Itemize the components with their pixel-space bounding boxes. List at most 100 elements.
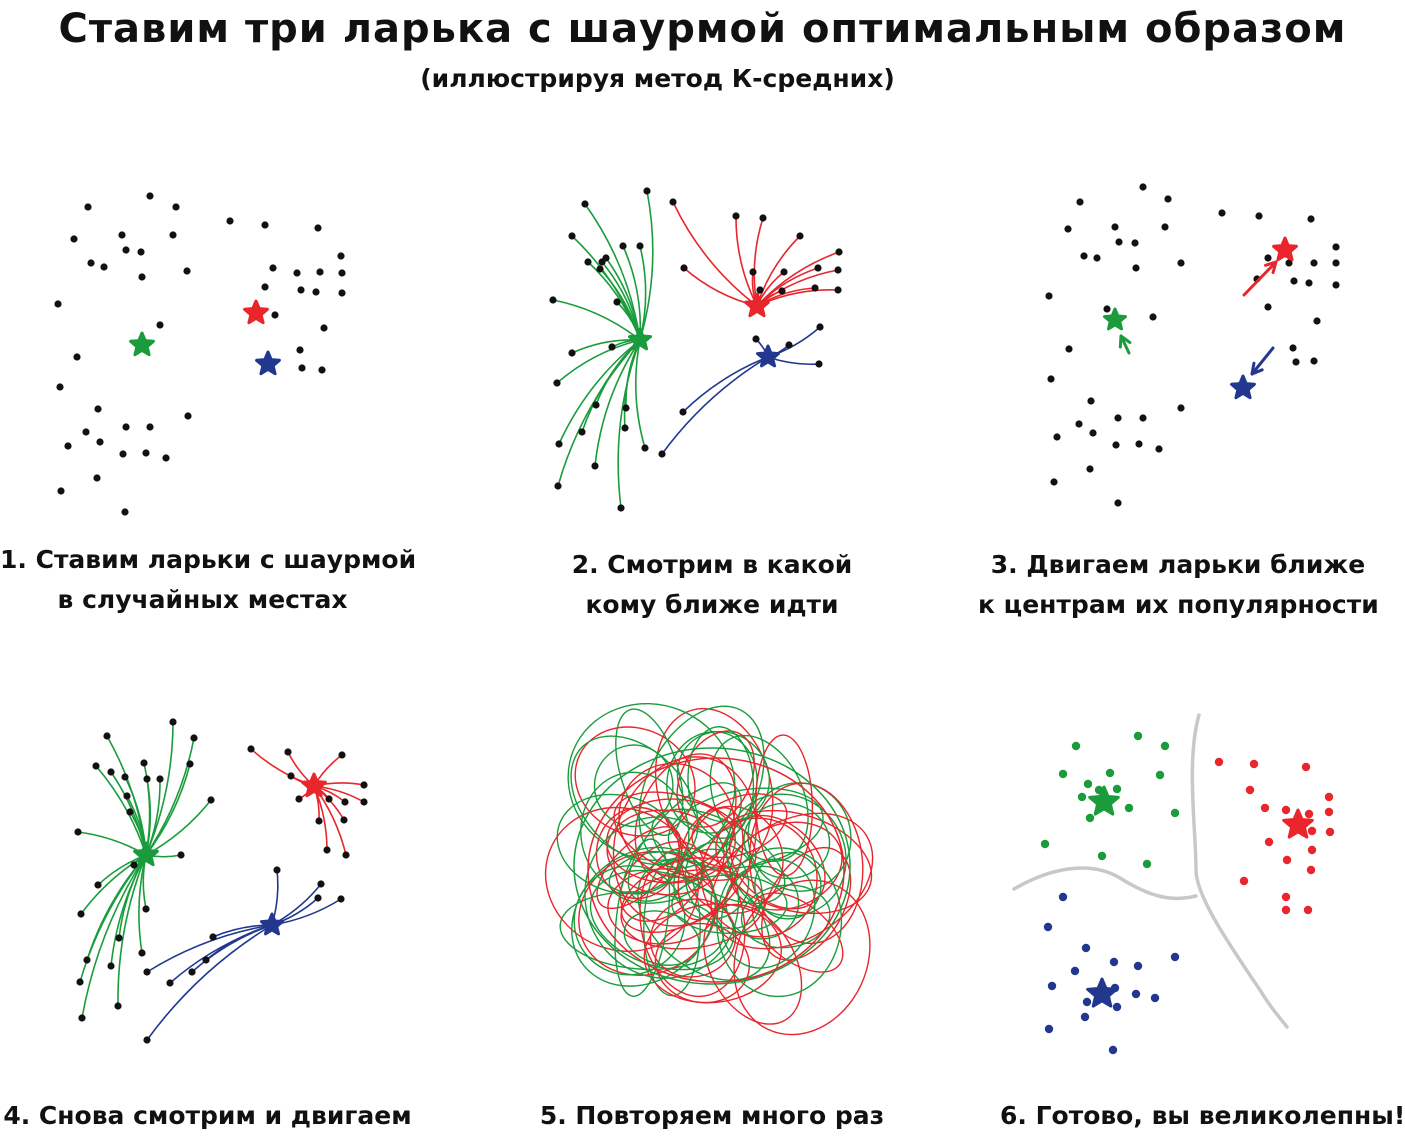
scribble-loop bbox=[687, 726, 755, 839]
assignment-line bbox=[146, 924, 273, 973]
point bbox=[553, 379, 561, 387]
point bbox=[295, 795, 303, 803]
point bbox=[142, 449, 150, 457]
point bbox=[183, 267, 191, 275]
point bbox=[554, 482, 562, 490]
point bbox=[156, 321, 164, 329]
point bbox=[57, 487, 65, 495]
scribble-loop bbox=[715, 809, 873, 915]
point bbox=[1289, 344, 1297, 352]
point bbox=[1139, 414, 1147, 422]
point bbox=[64, 442, 72, 450]
scribble-loop bbox=[684, 841, 763, 930]
point bbox=[1305, 279, 1313, 287]
point bbox=[122, 423, 130, 431]
point bbox=[1076, 198, 1084, 206]
kiosk-star-icon bbox=[1086, 977, 1118, 1008]
point bbox=[273, 866, 281, 874]
point bbox=[1301, 762, 1311, 772]
point bbox=[1264, 254, 1272, 262]
assignment-line bbox=[735, 215, 758, 307]
scribble-loop bbox=[614, 838, 671, 997]
point bbox=[1306, 865, 1316, 875]
point bbox=[342, 851, 350, 859]
scribble-loop bbox=[671, 874, 788, 935]
point bbox=[186, 760, 194, 768]
step-3-caption: 3. Двигаем ларьки ближе к центрам их поп… bbox=[978, 545, 1379, 625]
scribble-loop bbox=[587, 757, 845, 983]
point bbox=[619, 242, 627, 250]
point bbox=[815, 360, 823, 368]
point bbox=[1077, 792, 1087, 802]
point bbox=[1239, 876, 1249, 886]
point bbox=[778, 287, 786, 295]
scribble-loop bbox=[544, 806, 700, 952]
point bbox=[1075, 420, 1083, 428]
point bbox=[312, 288, 320, 296]
kiosk-star-icon bbox=[744, 292, 770, 318]
point bbox=[94, 881, 102, 889]
scribble-loop bbox=[567, 702, 736, 862]
point bbox=[1093, 254, 1101, 262]
point bbox=[247, 745, 255, 753]
point bbox=[1281, 892, 1291, 902]
point bbox=[156, 775, 164, 783]
point bbox=[1255, 212, 1263, 220]
point bbox=[162, 454, 170, 462]
point bbox=[1111, 223, 1119, 231]
point bbox=[732, 212, 740, 220]
point bbox=[115, 934, 123, 942]
point bbox=[138, 949, 146, 957]
point bbox=[177, 851, 185, 859]
point bbox=[84, 203, 92, 211]
move-arrow bbox=[1250, 346, 1275, 376]
point bbox=[1071, 741, 1081, 751]
point bbox=[1089, 429, 1097, 437]
arrow-head-icon bbox=[1263, 260, 1278, 275]
point bbox=[1303, 905, 1313, 915]
scribble-loop bbox=[613, 791, 757, 882]
point bbox=[1155, 770, 1165, 780]
point bbox=[284, 748, 292, 756]
scribble-loop bbox=[677, 807, 744, 921]
point bbox=[1324, 807, 1334, 817]
point bbox=[1124, 803, 1134, 813]
point bbox=[188, 968, 196, 976]
point bbox=[756, 286, 764, 294]
scribble-loop bbox=[574, 726, 696, 837]
point bbox=[337, 895, 345, 903]
point bbox=[643, 187, 651, 195]
point bbox=[1114, 414, 1122, 422]
assignment-line bbox=[639, 190, 654, 341]
step-5-caption-line-1: 5. Повторяем много раз bbox=[539, 1101, 885, 1130]
point bbox=[298, 364, 306, 372]
scribble-loop bbox=[573, 747, 851, 985]
point bbox=[287, 772, 295, 780]
kiosk-star-icon bbox=[243, 299, 269, 325]
point bbox=[56, 383, 64, 391]
scribble-loop bbox=[556, 793, 683, 895]
point bbox=[1149, 313, 1157, 321]
point bbox=[83, 956, 91, 964]
kiosk-star-icon bbox=[301, 772, 327, 798]
point bbox=[1214, 757, 1224, 767]
point bbox=[92, 762, 100, 770]
point bbox=[73, 353, 81, 361]
point bbox=[143, 968, 151, 976]
point bbox=[143, 775, 151, 783]
point bbox=[1047, 981, 1057, 991]
point bbox=[318, 366, 326, 374]
point bbox=[93, 474, 101, 482]
point bbox=[834, 286, 842, 294]
point bbox=[1081, 943, 1091, 953]
point bbox=[555, 440, 563, 448]
scribble-loop bbox=[733, 879, 871, 1036]
point bbox=[126, 808, 134, 816]
step-3-caption-line-2: к центрам их популярности bbox=[978, 590, 1379, 619]
cluster-boundary bbox=[1190, 713, 1289, 1029]
point bbox=[1103, 305, 1111, 313]
point bbox=[621, 424, 629, 432]
point bbox=[297, 286, 305, 294]
point bbox=[834, 266, 842, 274]
